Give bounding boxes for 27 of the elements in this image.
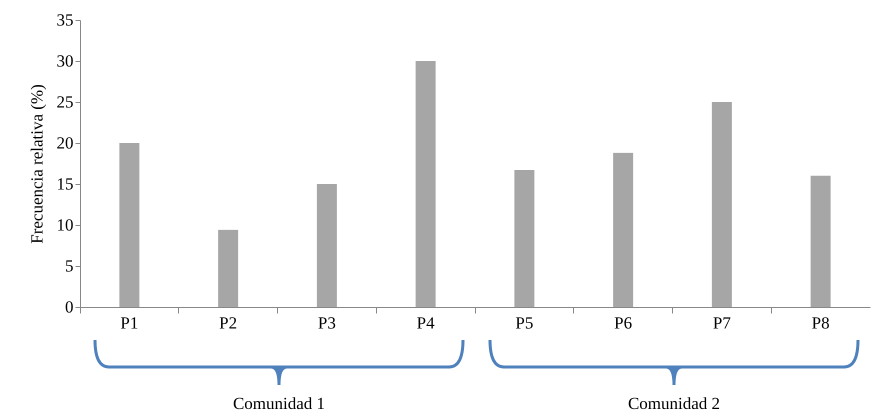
bar [514,170,534,307]
y-tick-label: 0 [65,298,74,316]
y-tick-label: 30 [56,52,74,70]
bar [712,102,732,307]
y-tick-label: 5 [65,256,74,276]
y-tick-label: 15 [56,174,74,194]
bar [218,230,238,307]
y-axis-title: Frecuencia relativa (%) [28,84,46,244]
x-tick-label: P8 [812,314,830,332]
y-tick-label: 25 [56,92,74,112]
y-tick-label: 35 [56,10,74,30]
bar [810,176,831,307]
x-tick-label: P1 [120,314,138,332]
x-tick-label: P3 [318,314,336,332]
text: Comunidad 1 [232,394,326,414]
bar [316,184,337,307]
x-tick-label: P7 [712,314,732,332]
x-tick-label: P4 [416,314,436,332]
bar [119,143,140,307]
x-tick-label: P2 [219,314,238,332]
x-tick-label: P6 [614,314,632,332]
y-tick-label: 20 [56,134,74,152]
text: Comunidad 2 [628,394,720,414]
bar [613,152,634,307]
x-tick-label: P5 [515,314,534,332]
bar [416,61,436,307]
y-tick-label: 10 [56,216,74,234]
